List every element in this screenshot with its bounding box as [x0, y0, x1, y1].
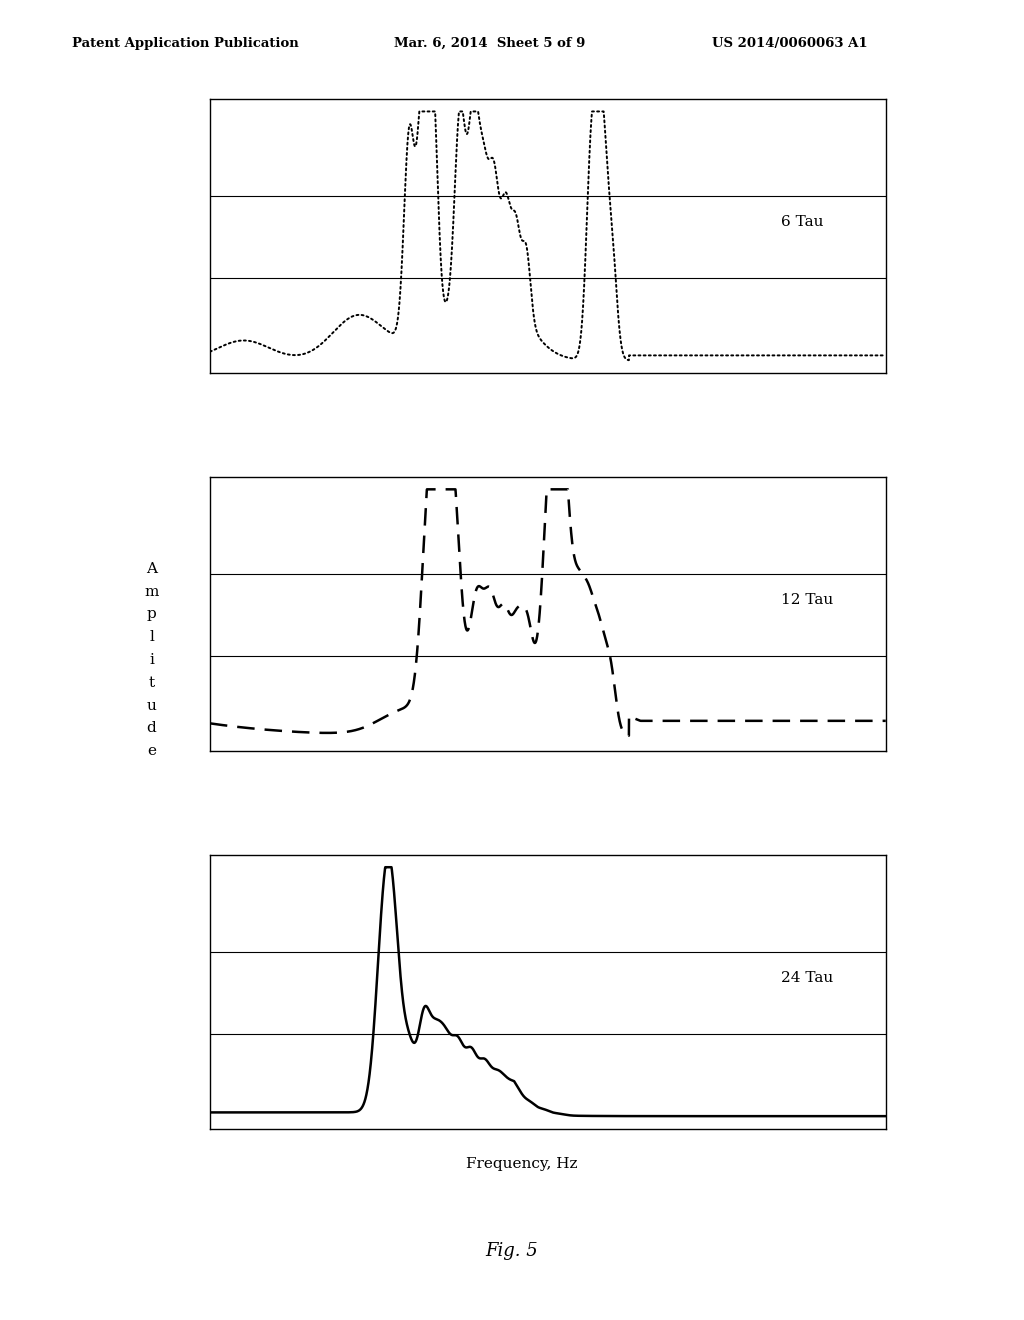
Text: Mar. 6, 2014  Sheet 5 of 9: Mar. 6, 2014 Sheet 5 of 9 — [394, 37, 586, 50]
Text: 6 Tau: 6 Tau — [781, 215, 823, 230]
Text: A
m
p
l
i
t
u
d
e: A m p l i t u d e — [144, 562, 159, 758]
Text: Patent Application Publication: Patent Application Publication — [72, 37, 298, 50]
Text: 12 Tau: 12 Tau — [781, 593, 834, 607]
Text: Fig. 5: Fig. 5 — [485, 1242, 539, 1261]
Text: Frequency, Hz: Frequency, Hz — [467, 1158, 578, 1171]
Text: 24 Tau: 24 Tau — [781, 972, 834, 985]
Text: US 2014/0060063 A1: US 2014/0060063 A1 — [712, 37, 867, 50]
